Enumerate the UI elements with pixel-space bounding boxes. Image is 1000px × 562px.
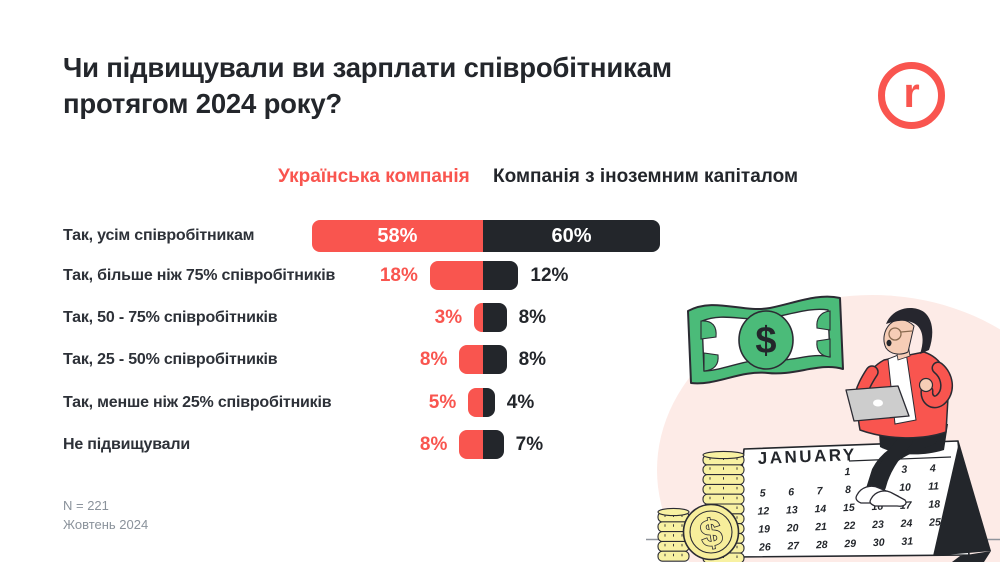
calendar-date: 10 <box>899 482 911 494</box>
calendar-date: 30 <box>873 537 885 549</box>
calendar-date: 6 <box>788 486 794 498</box>
category-label: Так, більше ніж 75% співробітників <box>63 266 336 284</box>
value-label-dark: 8% <box>518 348 547 370</box>
chart-row: Так, усім співробітникам 58% 60% <box>0 220 1000 252</box>
bar-ukrainian-company <box>474 303 483 332</box>
category-label: Так, 25 - 50% співробітників <box>63 350 278 368</box>
calendar-date: 23 <box>871 519 884 532</box>
calendar-date: 22 <box>842 520 855 533</box>
calendar-date: 20 <box>786 522 799 535</box>
bar-ukrainian-company <box>429 261 483 290</box>
legend-foreign-capital-company: Компанія з іноземним капіталом <box>493 166 798 187</box>
bar-foreign-capital <box>483 388 495 417</box>
glasses-icon <box>888 327 902 341</box>
value-label-dark: 12% <box>530 264 569 286</box>
glasses-arm <box>900 330 913 333</box>
calendar-date: 8 <box>845 484 851 496</box>
chart-row: Так, менше ніж 25% співробітників 5% 4% <box>0 388 1000 417</box>
chart-row: Так, більше ніж 75% співробітників 18% 12% <box>0 261 1000 290</box>
chart-row: Так, 25 - 50% співробітників 8% 8% <box>0 345 1000 374</box>
calendar-date: 27 <box>786 540 800 553</box>
sample-size: N = 221 <box>63 498 109 513</box>
calendar-date: 5 <box>760 487 766 499</box>
calendar-date: 21 <box>814 521 827 534</box>
bar-ukrainian-company <box>459 345 483 374</box>
calendar-date: 14 <box>814 503 826 515</box>
big-coin-icon: $ <box>682 503 740 561</box>
category-label: Так, 50 - 75% співробітників <box>63 308 278 326</box>
legend-ukrainian-company: Українська компанія <box>278 166 470 187</box>
calendar-date: 25 <box>928 516 941 529</box>
person-fist <box>918 377 934 393</box>
value-label-red: 8% <box>419 348 448 370</box>
chart-row: Не підвищували 8% 7% <box>0 430 1000 459</box>
value-label-inside-dark: 60% <box>551 224 592 247</box>
calendar-date: 24 <box>899 518 912 531</box>
laptop-logo <box>873 399 883 407</box>
coin-top <box>702 450 745 460</box>
person-leg-back <box>872 433 913 493</box>
bar-ukrainian-company <box>468 388 483 417</box>
person-arm-raised <box>921 363 952 407</box>
value-label-red: 8% <box>419 433 448 455</box>
category-label: Так, менше ніж 25% співробітників <box>63 393 332 411</box>
person-hair <box>886 308 933 354</box>
survey-date: Жовтень 2024 <box>63 516 149 532</box>
bar-ukrainian-company <box>459 430 483 459</box>
bar-foreign-capital <box>483 261 519 290</box>
value-label-dark: 4% <box>506 391 535 413</box>
bar-ukrainian-company: 58% <box>311 220 483 252</box>
calendar-date: 18 <box>928 498 940 510</box>
category-label: Не підвищували <box>63 435 190 453</box>
bar-foreign-capital <box>483 345 507 374</box>
calendar-date: 29 <box>843 538 856 551</box>
value-label-dark: 8% <box>518 306 547 328</box>
robota-logo: r <box>878 62 945 129</box>
calendar-date: 28 <box>815 539 828 552</box>
person-illustration <box>845 308 953 507</box>
coin-top <box>657 507 690 517</box>
chart-row: Так, 50 - 75% співробітників 3% 8% <box>0 303 1000 332</box>
calendar-stand <box>933 442 991 556</box>
calendar-date: 11 <box>928 480 940 492</box>
person-mouth <box>886 339 892 347</box>
calendar-date: 12 <box>757 505 769 517</box>
calendar-date: 26 <box>758 541 771 554</box>
value-label-inside-red: 58% <box>377 224 418 247</box>
dollar-bill-icon: $ <box>687 295 844 385</box>
calendar-date: 31 <box>901 536 913 548</box>
bill-dollar-sign: $ <box>755 320 776 362</box>
person-shoe-right <box>869 490 907 507</box>
calendar-date: 19 <box>758 523 770 535</box>
logo-letter-r: r <box>903 68 920 116</box>
bar-foreign-capital: 60% <box>483 220 660 252</box>
bar-foreign-capital <box>483 430 504 459</box>
value-label-red: 3% <box>434 306 463 328</box>
bar-foreign-capital <box>483 303 507 332</box>
value-label-dark: 7% <box>515 433 544 455</box>
calendar-date: 1 <box>844 466 850 478</box>
calendar-month-label: JANUARY <box>757 445 857 468</box>
calendar-date: 15 <box>843 502 855 514</box>
calendar-date: 13 <box>786 504 798 516</box>
calendar-date: 3 <box>901 464 907 476</box>
page-title: Чи підвищували ви зарплати співробітника… <box>63 52 672 119</box>
calendar-date: 4 <box>929 463 936 475</box>
value-label-red: 5% <box>428 391 457 413</box>
value-label-red: 18% <box>379 264 418 286</box>
calendar-date: 7 <box>816 485 823 497</box>
category-label: Так, усім співробітникам <box>63 227 255 244</box>
footnote: N = 221 Жовтень 2024 <box>63 497 148 535</box>
calendar-stand-fold <box>952 551 991 562</box>
